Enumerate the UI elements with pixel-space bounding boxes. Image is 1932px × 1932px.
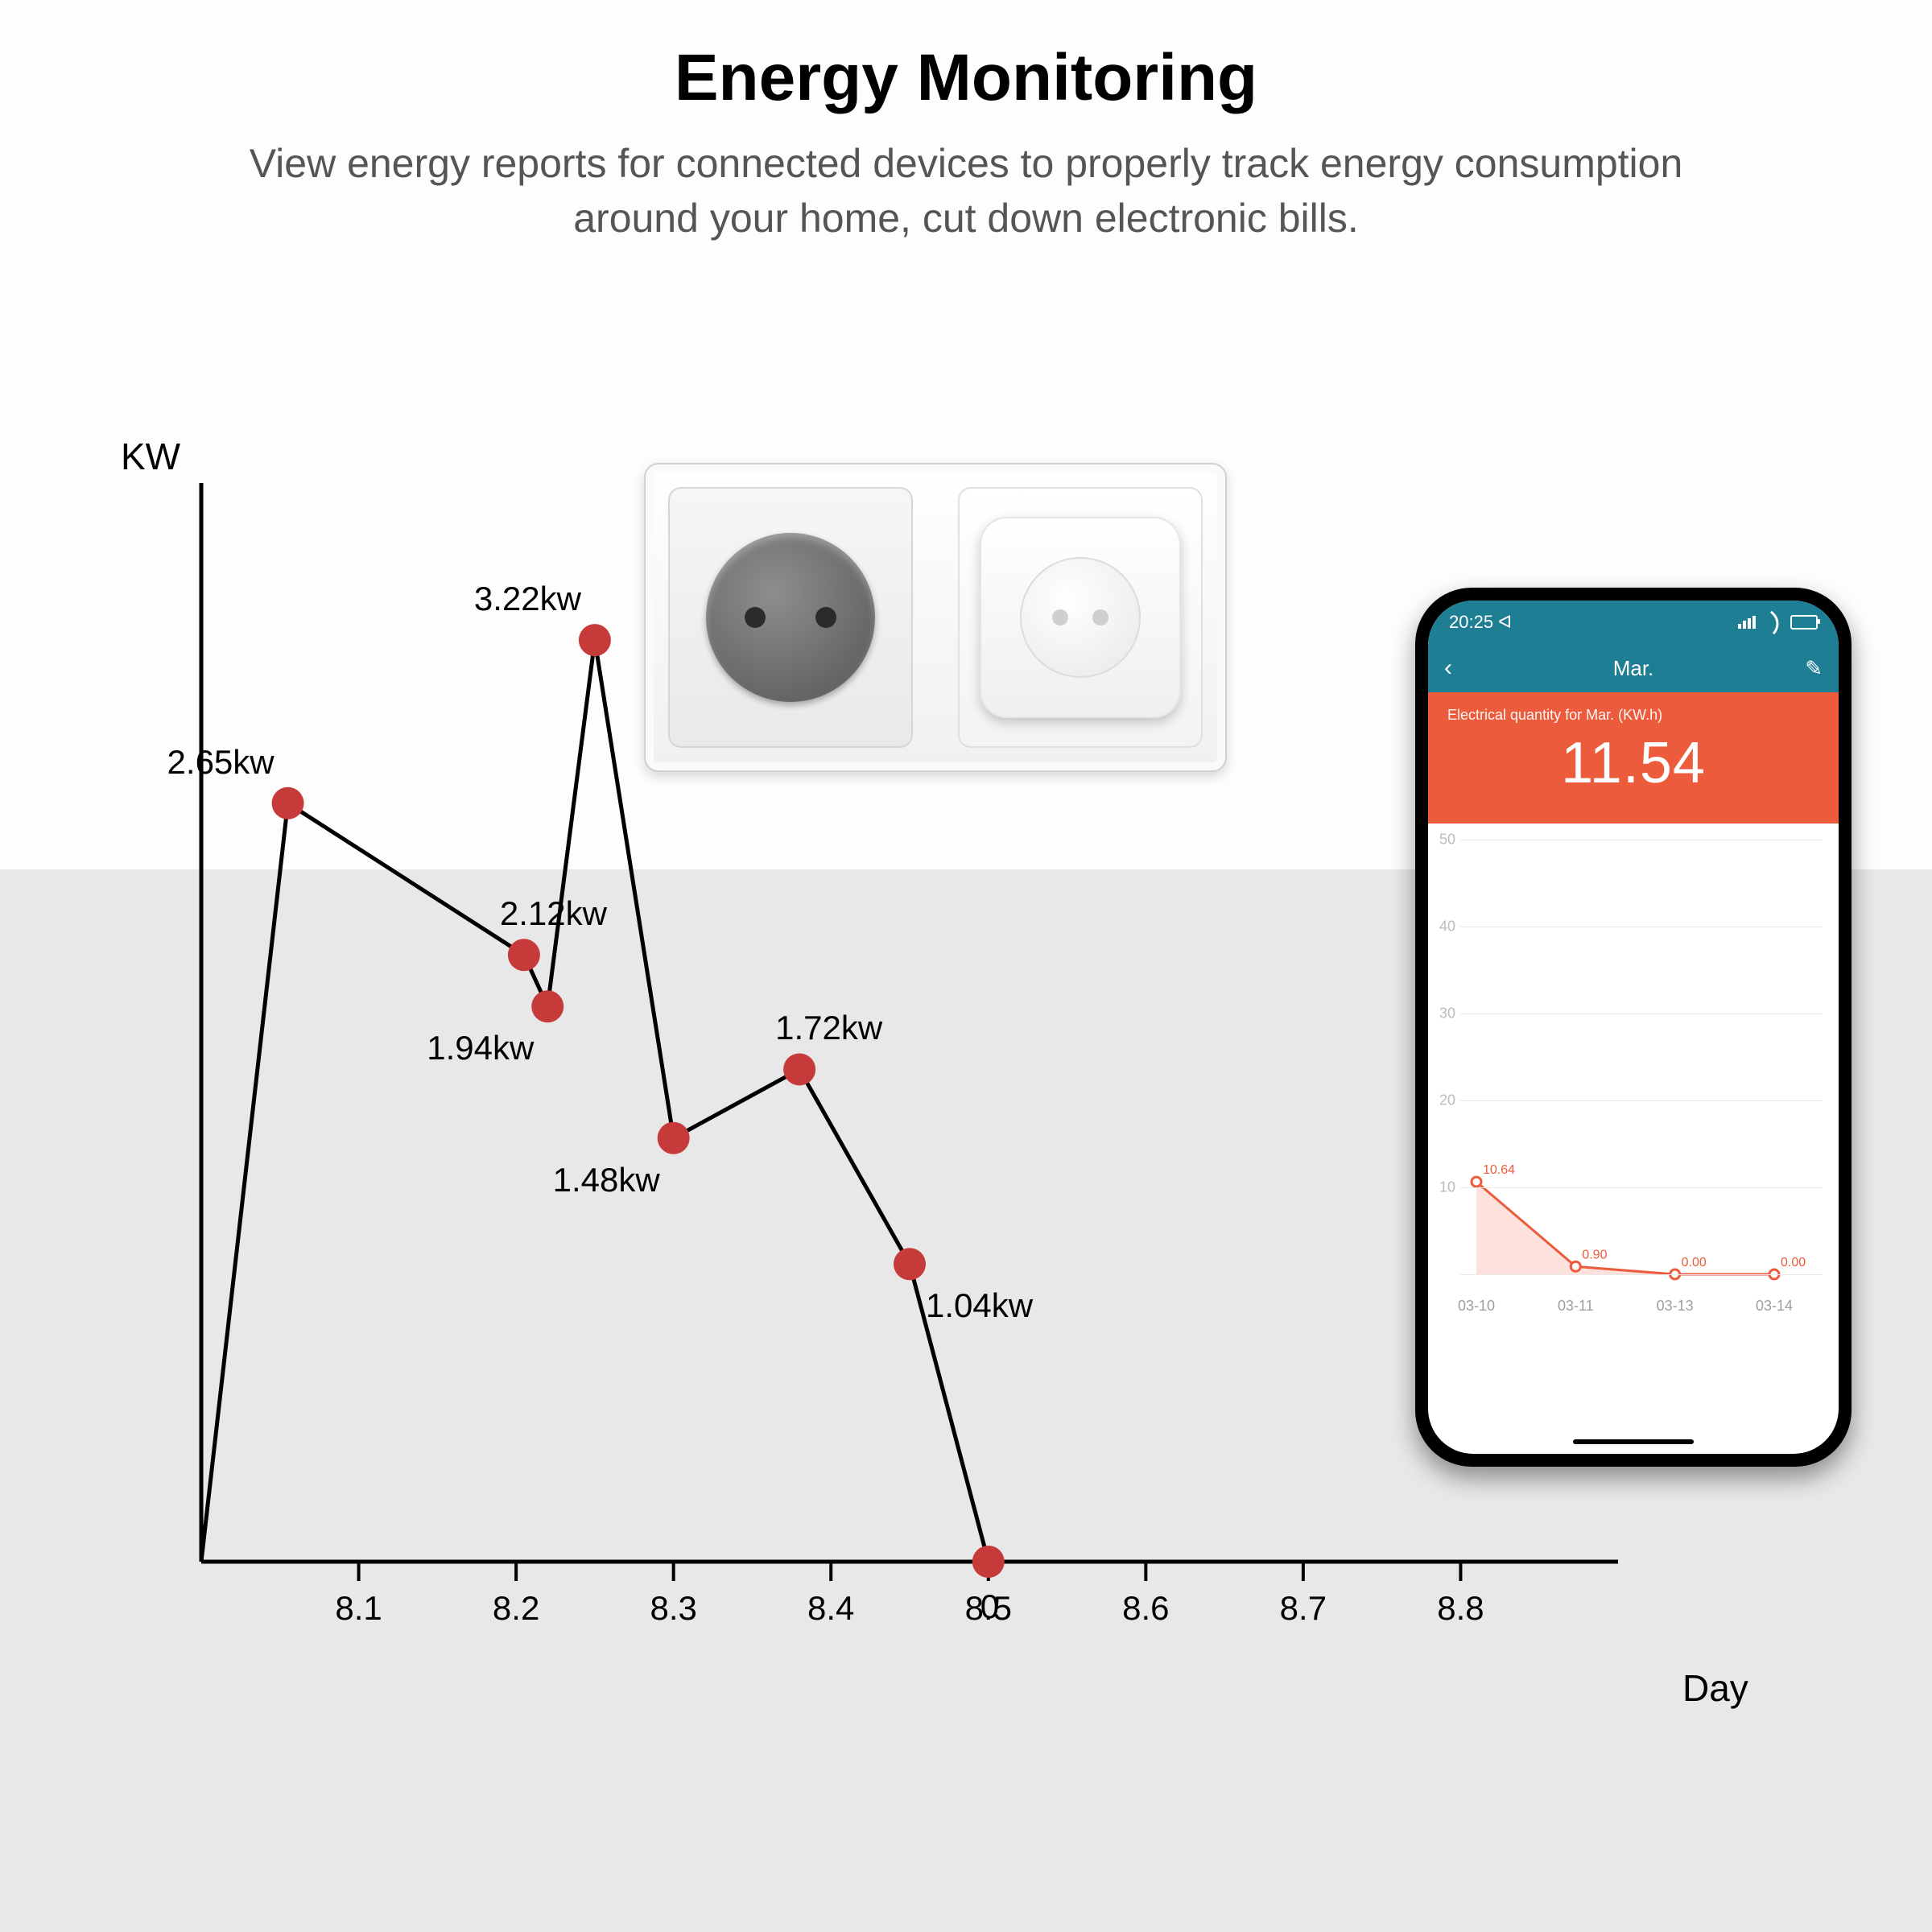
phone-point-label: 0.00	[1682, 1256, 1707, 1269]
x-tick-label: 8.4	[807, 1589, 854, 1628]
phone-gridline	[1460, 1274, 1823, 1275]
eu-socket	[668, 487, 913, 748]
data-point-label: 1.94kw	[427, 1029, 534, 1067]
x-tick-label: 8.5	[965, 1589, 1012, 1628]
data-point-label: 1.72kw	[775, 1009, 882, 1047]
page-subtitle: View energy reports for connected device…	[242, 137, 1690, 246]
data-point-label: 1.48kw	[553, 1161, 660, 1199]
smart-plug-body-icon	[980, 517, 1181, 718]
phone-gridline	[1460, 1013, 1823, 1014]
phone-point-label: 10.64	[1483, 1163, 1515, 1177]
phone-y-tick: 10	[1439, 1179, 1455, 1196]
phone-y-tick: 40	[1439, 919, 1455, 935]
hero-subtitle: Electrical quantity for Mar. (KW.h)	[1447, 707, 1819, 724]
phone-x-tick: 03-13	[1657, 1298, 1694, 1315]
phone-gridline	[1460, 1100, 1823, 1101]
battery-icon	[1790, 615, 1818, 630]
status-time: 20:25 ᐊ	[1449, 612, 1512, 633]
data-point-label: 2.65kw	[167, 743, 275, 782]
x-tick-label: 8.6	[1122, 1589, 1169, 1628]
appbar-title: Mar.	[1613, 656, 1654, 681]
phone-y-tick: 30	[1439, 1005, 1455, 1022]
phone-mockup: 20:25 ᐊ ‹ Mar. ✎ Electrical quantity for…	[1415, 588, 1852, 1467]
phone-x-tick: 03-10	[1458, 1298, 1495, 1315]
phone-point-label: 0.90	[1582, 1248, 1607, 1261]
page-title: Energy Monitoring	[0, 40, 1932, 116]
wall-outlet	[644, 463, 1227, 772]
wifi-icon	[1761, 610, 1785, 634]
data-point-label: 1.04kw	[926, 1286, 1033, 1325]
home-indicator	[1573, 1439, 1694, 1444]
data-point-label: 3.22kw	[474, 580, 581, 618]
x-tick-label: 8.1	[335, 1589, 382, 1628]
edit-icon[interactable]: ✎	[1805, 656, 1823, 681]
phone-x-tick: 03-11	[1558, 1298, 1594, 1315]
phone-x-tick: 03-14	[1756, 1298, 1793, 1315]
x-tick-label: 8.7	[1280, 1589, 1327, 1628]
app-bar: ‹ Mar. ✎	[1428, 644, 1839, 692]
phone-y-tick: 50	[1439, 832, 1455, 848]
status-bar: 20:25 ᐊ	[1428, 601, 1839, 644]
hero-panel: Electrical quantity for Mar. (KW.h) 11.5…	[1428, 692, 1839, 824]
phone-screen: 20:25 ᐊ ‹ Mar. ✎ Electrical quantity for…	[1428, 601, 1839, 1454]
data-point-label: 2.12kw	[500, 894, 607, 933]
x-axis-label: Day	[1682, 1666, 1748, 1710]
back-icon[interactable]: ‹	[1444, 654, 1452, 682]
x-tick-label: 8.3	[650, 1589, 696, 1628]
signal-icon	[1738, 616, 1756, 629]
x-tick-label: 8.2	[493, 1589, 539, 1628]
socket-face-icon	[706, 533, 875, 702]
x-tick-label: 8.8	[1437, 1589, 1484, 1628]
hero-value: 11.54	[1447, 730, 1819, 796]
phone-gridline	[1460, 1187, 1823, 1188]
phone-point-label: 0.00	[1781, 1256, 1806, 1269]
smart-plug	[958, 487, 1203, 748]
phone-y-tick: 20	[1439, 1092, 1455, 1109]
phone-usage-chart: 10.64 0.90 0.00 0.00 50 40 30 20 10 03-10 03-11 03…	[1428, 824, 1839, 1339]
